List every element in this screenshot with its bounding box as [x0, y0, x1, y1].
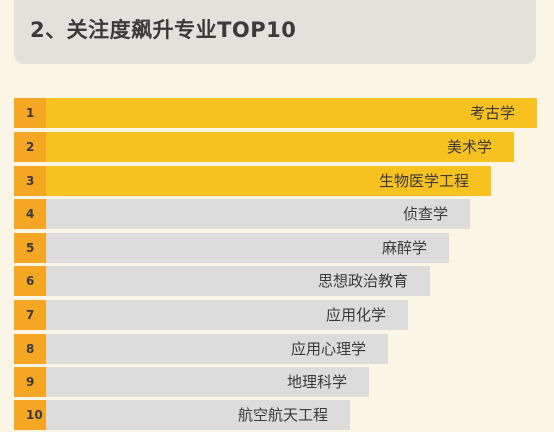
ranking-row: 10 航空航天工程 [14, 400, 350, 430]
ranking-row: 3 生物医学工程 [14, 166, 491, 196]
ranking-bar: 麻醉学 [46, 233, 449, 263]
major-name: 应用心理学 [290, 340, 366, 358]
major-name: 麻醉学 [381, 239, 427, 257]
ranking-row: 7 应用化学 [14, 300, 408, 330]
ranking-bar: 地理科学 [46, 367, 369, 397]
rank-number: 6 [14, 266, 46, 296]
ranking-bar: 侦查学 [46, 199, 470, 229]
major-name: 考古学 [469, 104, 515, 122]
ranking-row: 5 麻醉学 [14, 233, 449, 263]
major-name: 生物医学工程 [378, 172, 469, 190]
ranking-bar: 考古学 [46, 98, 537, 128]
major-name: 航空航天工程 [237, 406, 328, 424]
rank-number: 1 [14, 98, 46, 128]
section-title: 2、关注度飙升专业TOP10 [30, 18, 297, 42]
section-header: 2、关注度飙升专业TOP10 [14, 0, 536, 64]
ranking-bar: 应用心理学 [46, 334, 388, 364]
ranking-row: 2 美术学 [14, 132, 514, 162]
major-name: 美术学 [446, 138, 492, 156]
rank-number: 5 [14, 233, 46, 263]
rank-number: 4 [14, 199, 46, 229]
ranking-row: 6 思想政治教育 [14, 266, 430, 296]
ranking-bar: 思想政治教育 [46, 266, 430, 296]
ranking-bar: 航空航天工程 [46, 400, 350, 430]
rank-number: 8 [14, 334, 46, 364]
rank-number: 10 [14, 400, 46, 430]
major-name: 思想政治教育 [317, 272, 408, 290]
ranking-bar: 应用化学 [46, 300, 408, 330]
ranking-bar: 美术学 [46, 132, 514, 162]
major-name: 地理科学 [286, 373, 347, 391]
ranking-row: 4 侦查学 [14, 199, 470, 229]
rank-number: 2 [14, 132, 46, 162]
rank-number: 9 [14, 367, 46, 397]
major-name: 应用化学 [325, 306, 386, 324]
ranking-row: 9 地理科学 [14, 367, 369, 397]
ranking-row: 1 考古学 [14, 98, 537, 128]
rank-number: 7 [14, 300, 46, 330]
ranking-row: 8 应用心理学 [14, 334, 388, 364]
ranking-bar: 生物医学工程 [46, 166, 491, 196]
major-name: 侦查学 [402, 205, 448, 223]
rank-number: 3 [14, 166, 46, 196]
